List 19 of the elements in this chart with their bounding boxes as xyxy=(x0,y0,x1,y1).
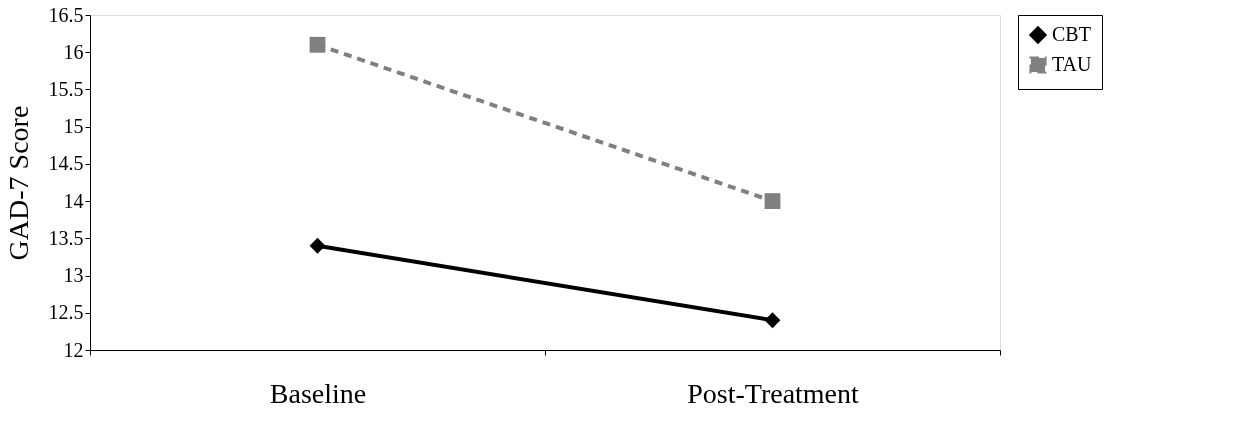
y-tick-label: 16.5 xyxy=(48,3,84,26)
y-tick-label: 14 xyxy=(63,189,84,212)
x-tick-label: Baseline xyxy=(269,377,367,409)
legend-label: TAU xyxy=(1052,53,1093,75)
point xyxy=(764,193,781,210)
point xyxy=(764,312,781,329)
y-tick-label: 16 xyxy=(63,40,84,63)
legend-label: CBT xyxy=(1052,23,1091,45)
point xyxy=(309,36,326,53)
y-tick-label: 13 xyxy=(63,264,84,287)
y-tick-label: 15.5 xyxy=(48,77,84,100)
y-tick-label: 12 xyxy=(63,338,84,361)
y-tick-label: 12.5 xyxy=(48,301,84,324)
y-tick-label: 14.5 xyxy=(48,152,84,175)
x-tick-label: Post-Treatment xyxy=(687,377,860,409)
point xyxy=(309,237,326,254)
y-tick-label: 15 xyxy=(63,115,84,138)
y-tick-label: 13.5 xyxy=(48,226,84,249)
y-axis-title: GAD-7 Score xyxy=(2,105,34,261)
